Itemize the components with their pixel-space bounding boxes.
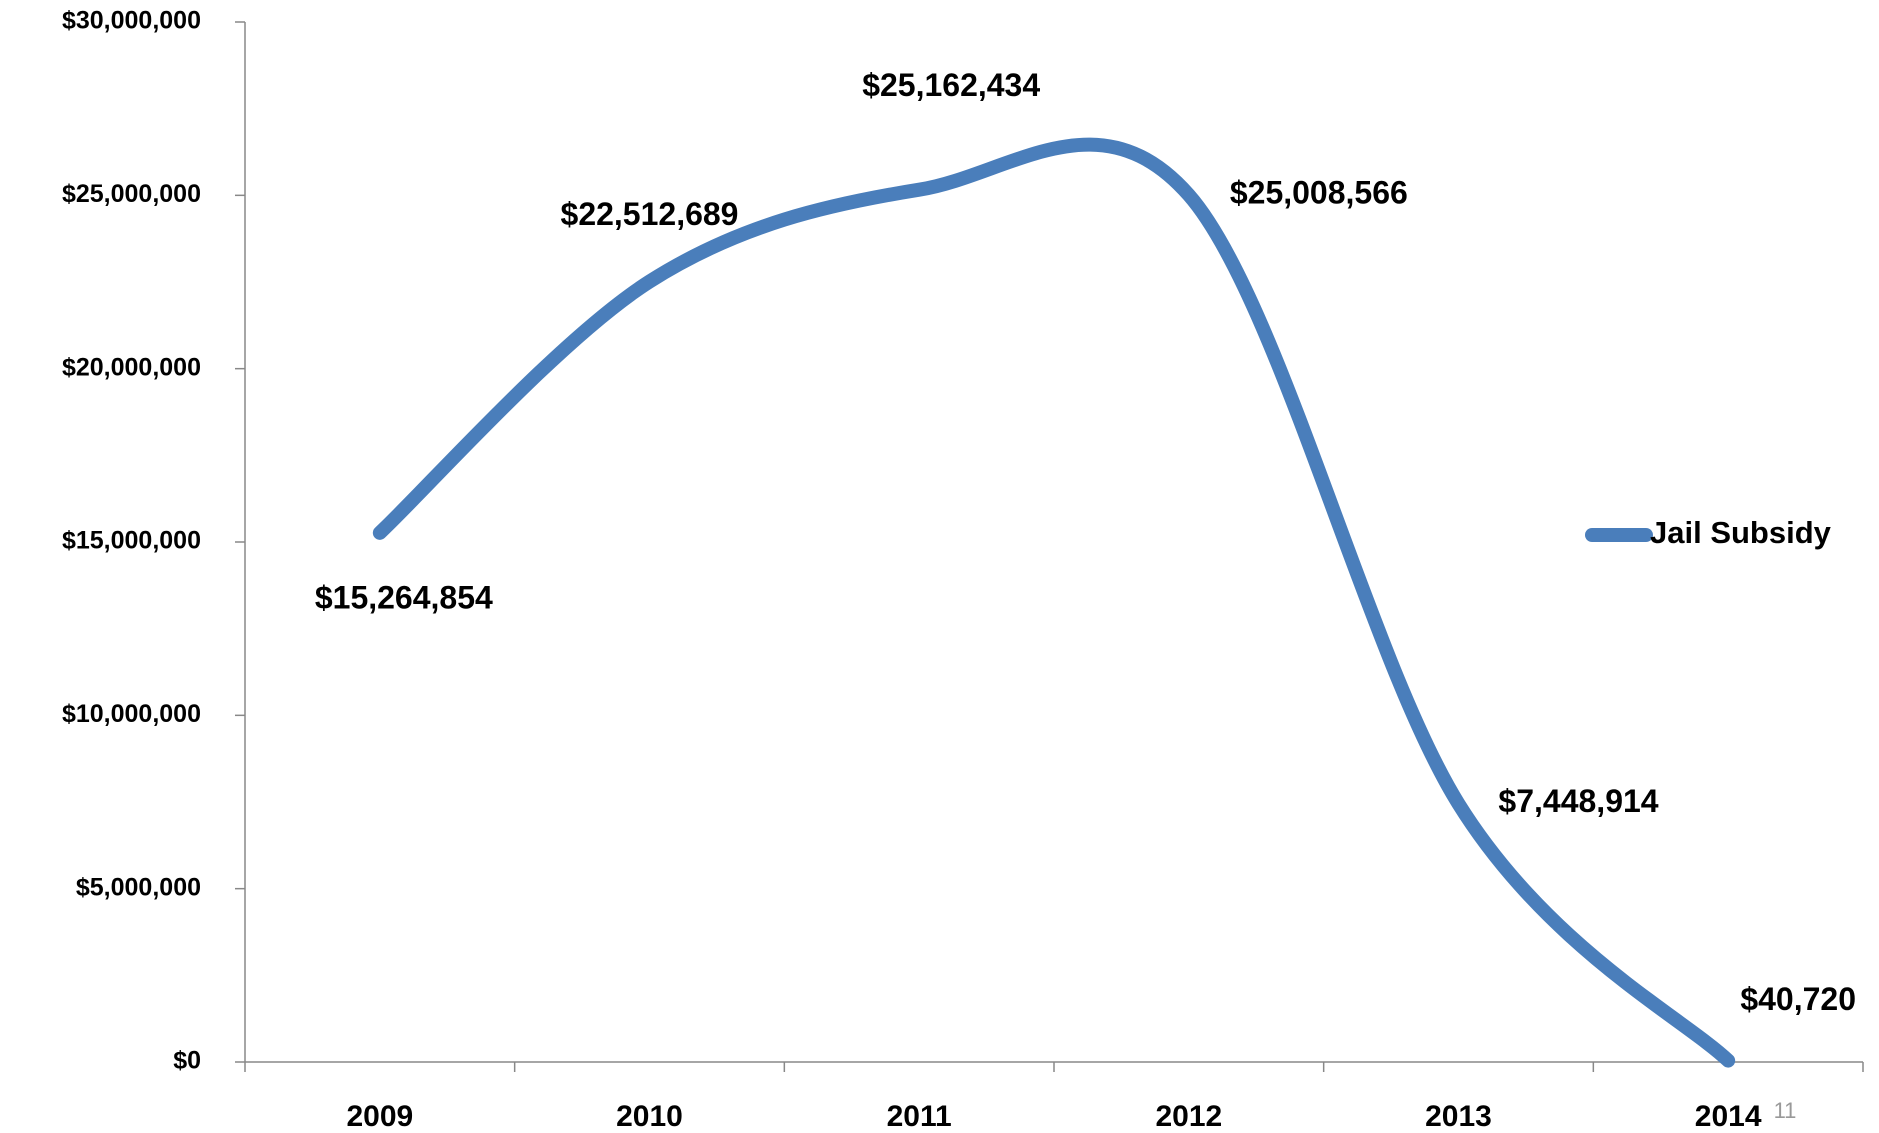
data-label: $25,162,434: [862, 67, 1040, 103]
data-label: $15,264,854: [315, 579, 493, 615]
y-tick-label: $10,000,000: [62, 700, 201, 728]
y-tick-label: $15,000,000: [62, 527, 201, 555]
data-label: $40,720: [1740, 981, 1856, 1017]
y-tick-label: $5,000,000: [76, 873, 201, 901]
y-tick-label: $0: [173, 1047, 201, 1075]
data-label: $25,008,566: [1230, 174, 1408, 210]
data-label: $7,448,914: [1498, 783, 1658, 819]
x-tick-label: 2013: [1425, 1100, 1492, 1133]
data-line: [372, 137, 1736, 1068]
x-tick-label: 2011: [887, 1100, 952, 1133]
legend-label: Jail Subsidy: [1650, 515, 1832, 550]
x-tick-label: 2012: [1155, 1100, 1222, 1133]
y-tick-label: $30,000,000: [62, 7, 201, 35]
y-tick-label: $25,000,000: [62, 180, 201, 208]
x-tick-label: 2009: [346, 1100, 413, 1133]
data-label: $22,512,689: [561, 196, 739, 232]
page-number: 11: [1774, 1098, 1797, 1123]
y-tick-label: $20,000,000: [62, 353, 201, 381]
x-tick-label: 2010: [616, 1100, 683, 1133]
x-tick-label: 2014: [1695, 1100, 1762, 1133]
